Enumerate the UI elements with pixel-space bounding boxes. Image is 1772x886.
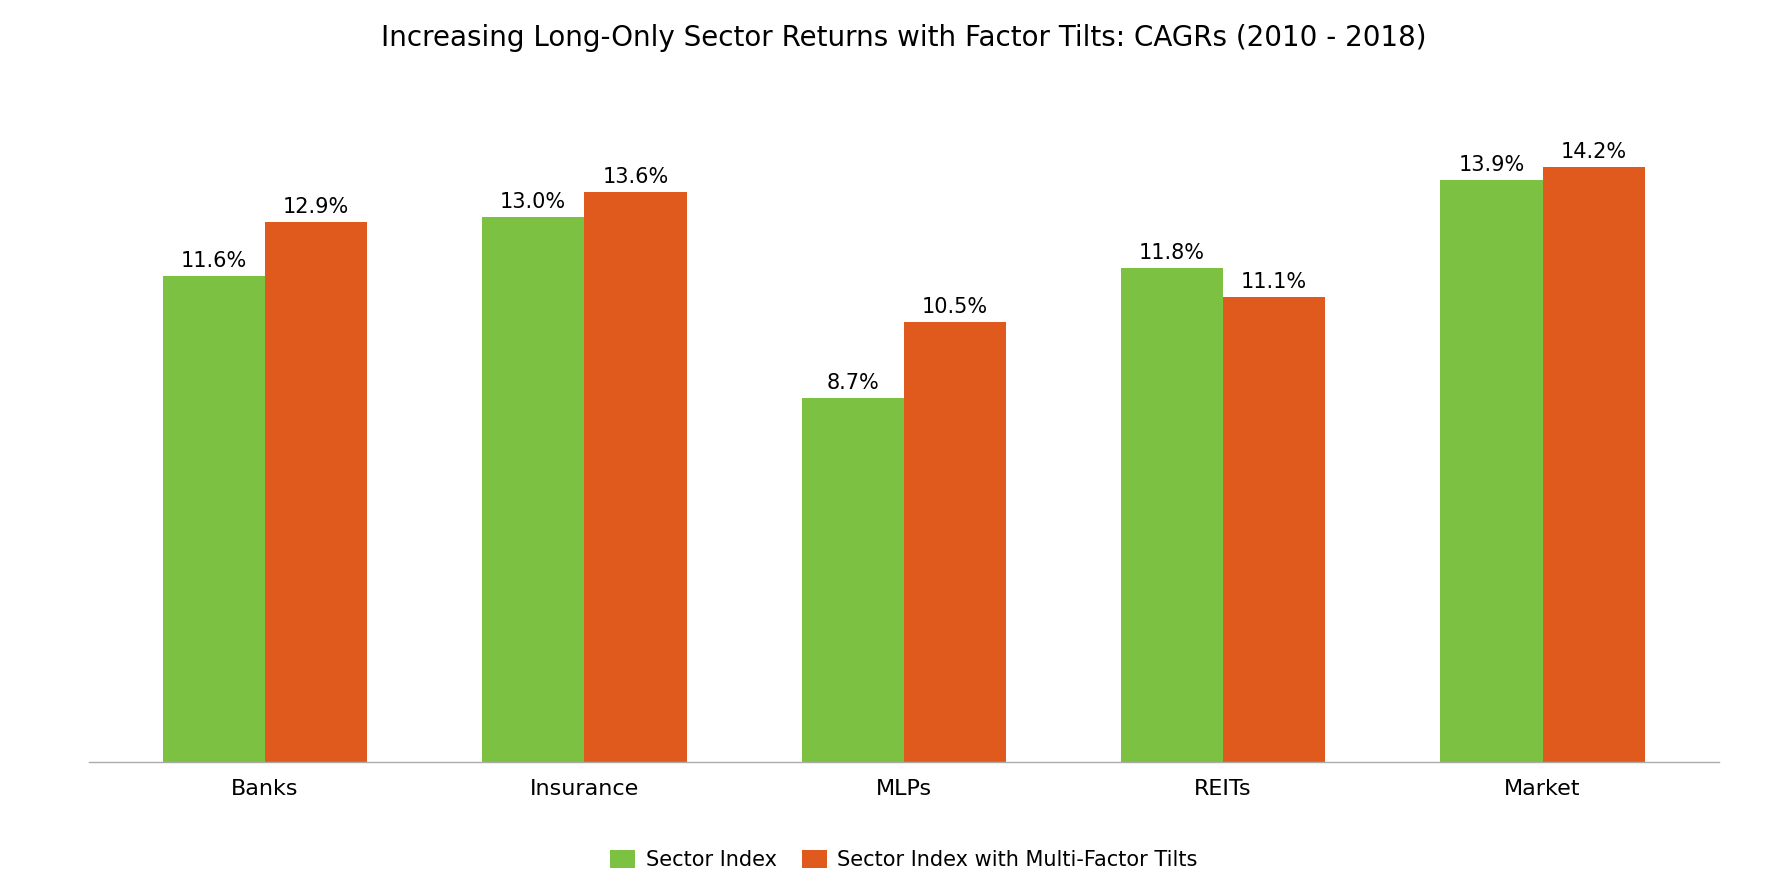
Text: 14.2%: 14.2% bbox=[1561, 142, 1627, 162]
Bar bbox=[163, 276, 264, 762]
Bar bbox=[904, 323, 1006, 762]
Text: 13.6%: 13.6% bbox=[602, 167, 668, 187]
Text: 13.0%: 13.0% bbox=[500, 192, 567, 213]
Bar bbox=[1122, 268, 1223, 762]
Text: 11.6%: 11.6% bbox=[181, 251, 246, 271]
Title: Increasing Long-Only Sector Returns with Factor Tilts: CAGRs (2010 - 2018): Increasing Long-Only Sector Returns with… bbox=[381, 24, 1426, 52]
Bar bbox=[585, 192, 686, 762]
Bar bbox=[1543, 167, 1644, 762]
Text: 13.9%: 13.9% bbox=[1458, 155, 1524, 175]
Text: 8.7%: 8.7% bbox=[826, 372, 879, 392]
Bar bbox=[264, 222, 367, 762]
Text: 10.5%: 10.5% bbox=[921, 297, 987, 317]
Bar bbox=[801, 398, 904, 762]
Bar bbox=[482, 217, 585, 762]
Text: 11.8%: 11.8% bbox=[1139, 243, 1205, 263]
Bar bbox=[1223, 297, 1325, 762]
Bar bbox=[1441, 180, 1543, 762]
Text: 11.1%: 11.1% bbox=[1240, 272, 1308, 292]
Legend: Sector Index, Sector Index with Multi-Factor Tilts: Sector Index, Sector Index with Multi-Fa… bbox=[602, 842, 1205, 879]
Text: 12.9%: 12.9% bbox=[284, 197, 349, 217]
